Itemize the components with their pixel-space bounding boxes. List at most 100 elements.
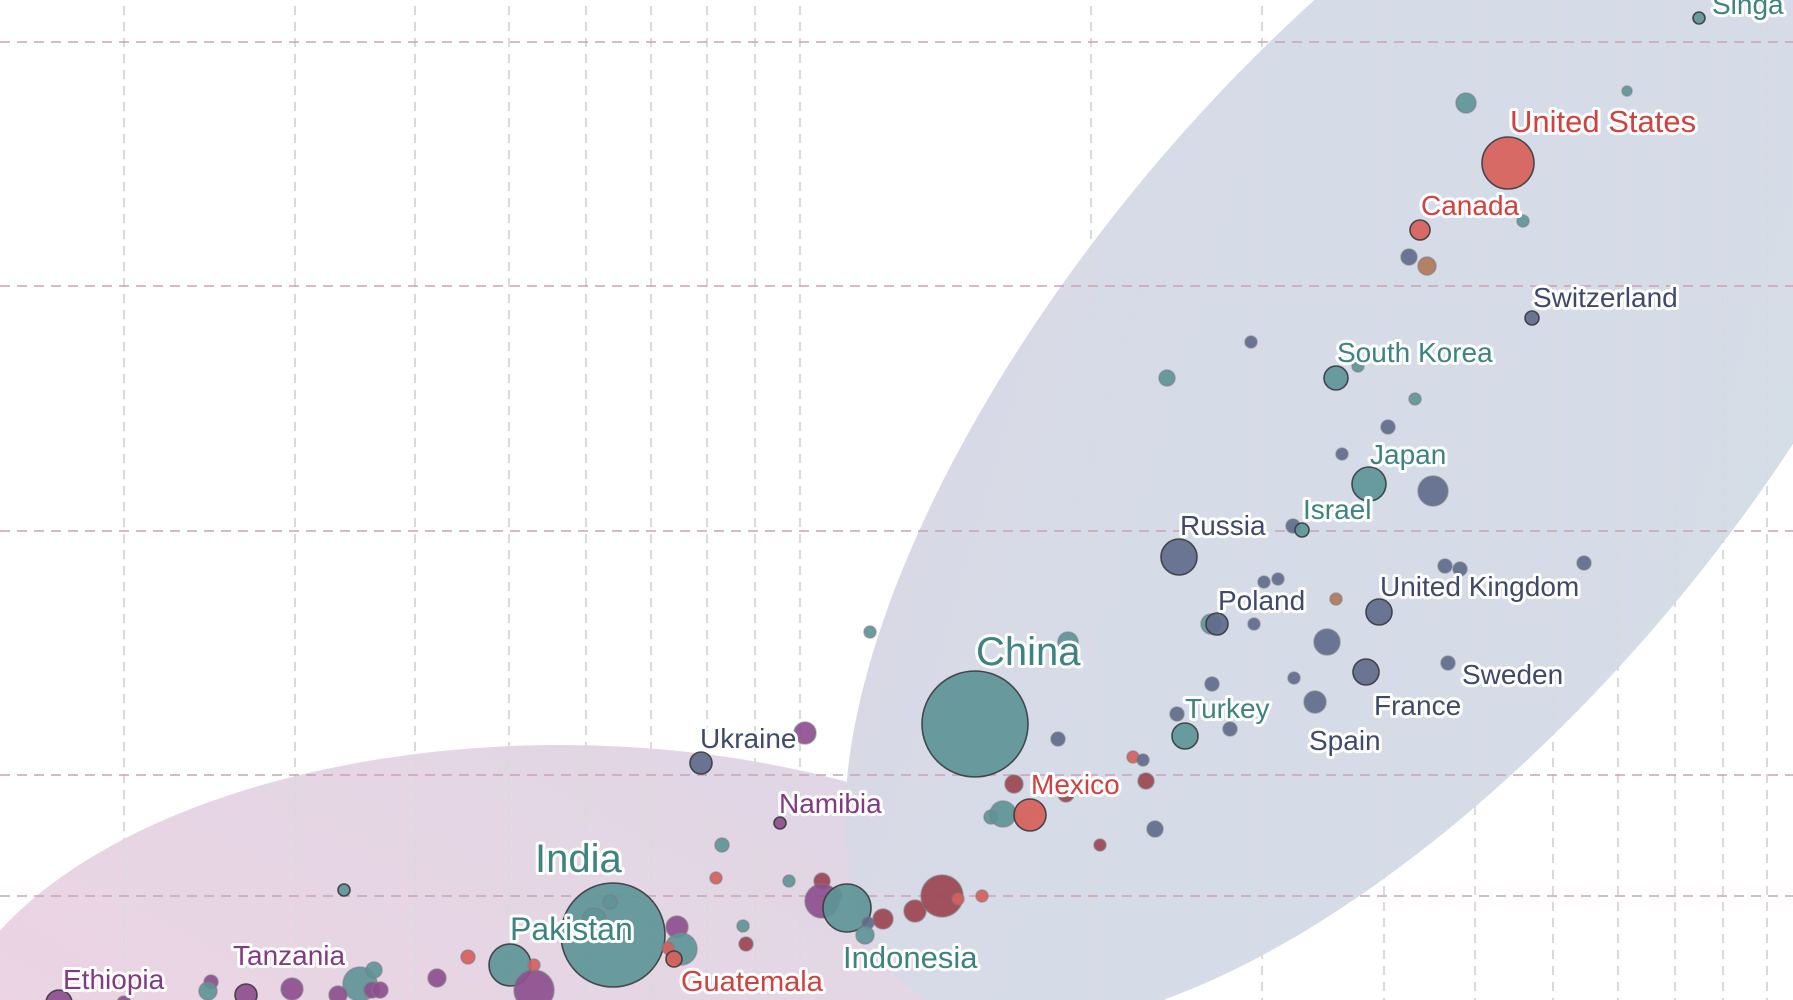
label-united-states: United States (1510, 104, 1696, 139)
bubble-sweden[interactable] (1440, 655, 1456, 671)
bubble[interactable] (863, 625, 877, 639)
bubble[interactable] (1408, 392, 1422, 406)
label-ukraine: Ukraine (700, 723, 796, 754)
label-south-korea: South Korea (1337, 337, 1493, 368)
label-tanzania: Tanzania (233, 940, 346, 971)
label-united-kingdom: United Kingdom (1380, 571, 1579, 602)
bubble[interactable] (1313, 628, 1341, 656)
bubble[interactable] (1335, 447, 1349, 461)
bubble[interactable] (460, 949, 476, 965)
bubble-china[interactable] (921, 670, 1029, 778)
bubble[interactable] (602, 894, 618, 910)
bubble[interactable] (1329, 592, 1343, 606)
bubble[interactable] (527, 958, 541, 972)
bubble[interactable] (1351, 359, 1365, 373)
bubble[interactable] (1380, 419, 1396, 435)
bubble[interactable] (1050, 731, 1066, 747)
bubble-france[interactable] (1352, 658, 1380, 686)
bubble[interactable] (1169, 706, 1185, 722)
bubble[interactable] (1137, 772, 1155, 790)
bubble[interactable] (371, 981, 389, 999)
label-singapore: Singa (1712, 0, 1784, 20)
bubble[interactable] (328, 985, 348, 1000)
bubble[interactable] (365, 961, 383, 979)
label-guatemala: Guatemala (681, 966, 824, 998)
bubble[interactable] (793, 721, 817, 745)
bubble[interactable] (1417, 475, 1449, 507)
bubble[interactable] (782, 874, 796, 888)
bubble[interactable] (1158, 369, 1176, 387)
bubble-namibia[interactable] (773, 816, 787, 830)
bubble[interactable] (738, 936, 754, 952)
bubble[interactable] (1057, 785, 1075, 803)
bubble[interactable] (280, 977, 304, 1000)
bubble-mexico[interactable] (1013, 798, 1047, 832)
bubble-poland[interactable] (1205, 612, 1229, 636)
bubble[interactable] (709, 871, 723, 885)
bubble[interactable] (1400, 248, 1418, 266)
bubble[interactable] (337, 883, 351, 897)
bubble[interactable] (198, 981, 218, 1000)
bubble-russia[interactable] (1160, 538, 1198, 576)
label-poland: Poland (1218, 585, 1305, 616)
label-ethiopia: Ethiopia (63, 964, 165, 995)
label-switzerland: Switzerland (1533, 282, 1678, 313)
label-china: China (976, 630, 1081, 674)
bubble[interactable] (1271, 572, 1285, 586)
bubble[interactable] (1621, 85, 1633, 97)
bubble[interactable] (872, 908, 894, 930)
bubble[interactable] (975, 889, 989, 903)
country-labels: Singa United States Canada Switzerland South… (60, 0, 1787, 1000)
label-russia: Russia (1180, 510, 1266, 541)
bubble-canada[interactable] (1409, 219, 1431, 241)
label-mexico: Mexico (1031, 769, 1120, 800)
bubble[interactable] (665, 950, 683, 968)
bubble[interactable] (116, 995, 132, 1000)
bubble[interactable] (427, 968, 447, 988)
bubble-israel[interactable] (1294, 522, 1310, 538)
bubble-spain[interactable] (1303, 690, 1327, 714)
bubble[interactable] (1057, 631, 1079, 653)
bubble-ethiopia[interactable] (45, 989, 73, 1000)
bubble[interactable] (1204, 676, 1220, 692)
bubble[interactable] (951, 892, 965, 906)
bubble[interactable] (1244, 335, 1258, 349)
bubble[interactable] (234, 983, 258, 1000)
bubble-switzerland[interactable] (1524, 310, 1540, 326)
bubble-south-korea[interactable] (1323, 365, 1349, 391)
bubble-turkey[interactable] (1171, 722, 1199, 750)
bubble[interactable] (1136, 753, 1150, 767)
bubble[interactable] (1004, 774, 1024, 794)
bubble[interactable] (1287, 671, 1301, 685)
bubble[interactable] (1093, 838, 1107, 852)
bubble[interactable] (1576, 555, 1592, 571)
bubble[interactable] (989, 800, 1017, 828)
bubble[interactable] (1146, 820, 1164, 838)
bubble[interactable] (1247, 617, 1261, 631)
bubble[interactable] (1437, 558, 1453, 574)
bubble[interactable] (714, 837, 730, 853)
bubble[interactable] (1417, 256, 1437, 276)
bubble-japan[interactable] (1351, 466, 1387, 502)
data-bubbles (45, 11, 1706, 1000)
bubble-singapore[interactable] (1692, 11, 1706, 25)
bubble[interactable] (1452, 561, 1468, 577)
vertical-gridlines (123, 6, 1768, 1000)
bubble-indonesia[interactable] (822, 883, 872, 933)
bubble[interactable] (1516, 214, 1530, 228)
bubble[interactable] (903, 899, 927, 923)
bubble-united-kingdom[interactable] (1365, 598, 1393, 626)
label-turkey: Turkey (1185, 693, 1270, 724)
label-france: France (1374, 690, 1461, 721)
bubble[interactable] (581, 907, 607, 933)
bubble-ukraine[interactable] (689, 751, 713, 775)
bubble[interactable] (1222, 721, 1238, 737)
bubble[interactable] (736, 919, 750, 933)
bubble[interactable] (1257, 575, 1271, 589)
bubble-india[interactable] (560, 882, 666, 988)
label-japan: Japan (1370, 439, 1446, 470)
label-spain: Spain (1309, 725, 1381, 756)
bubble[interactable] (855, 925, 875, 945)
bubble-united-states[interactable] (1481, 136, 1535, 190)
bubble[interactable] (1455, 92, 1477, 114)
